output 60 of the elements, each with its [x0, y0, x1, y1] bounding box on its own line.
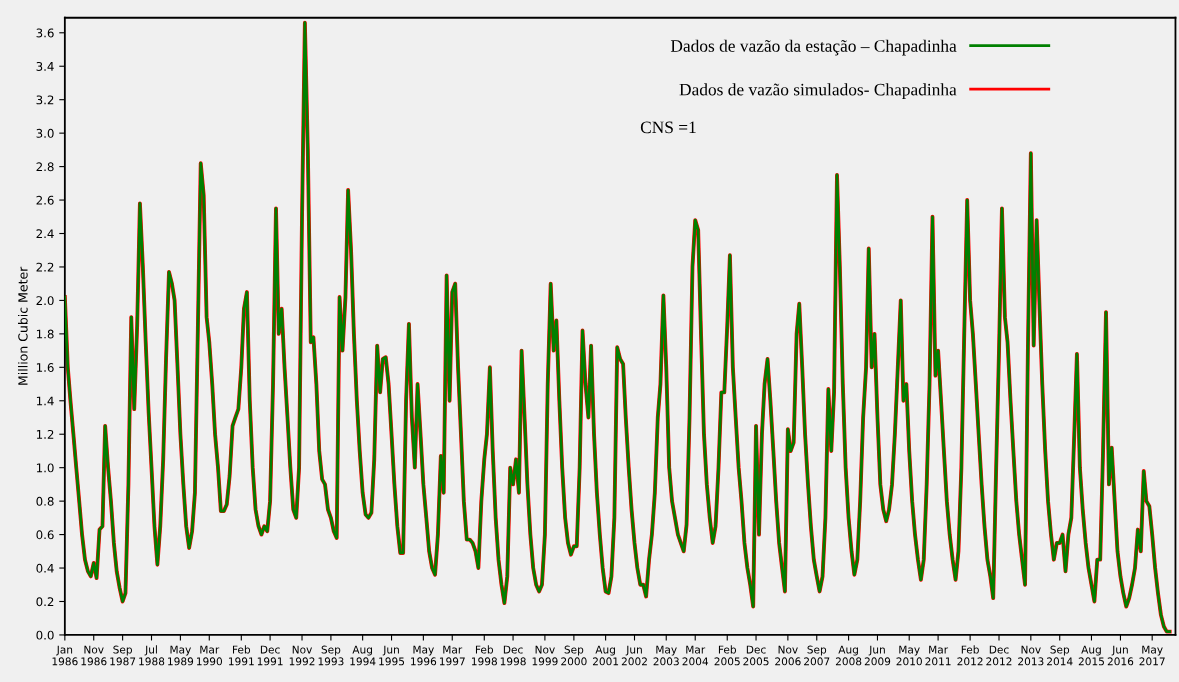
- x-tick-label: Dec 1998: [500, 645, 526, 666]
- x-tick-label: Aug 2015: [1078, 645, 1104, 666]
- x-tick-label: Mar 2004: [682, 645, 709, 666]
- x-tick-label: Dec 2012: [986, 645, 1012, 666]
- x-tick-label: Aug 1994: [350, 645, 376, 666]
- x-tick-label: Aug 2008: [835, 645, 862, 666]
- y-tick-label: 3.2: [36, 95, 54, 105]
- x-tick-label: May 1989: [168, 645, 194, 666]
- x-tick-label: Dec 2005: [743, 645, 769, 666]
- x-tick-label: Sep 2000: [561, 645, 587, 666]
- y-tick-label: 1.8: [36, 329, 54, 339]
- y-axis-title: Million Cubic Meter: [18, 266, 28, 385]
- x-tick-label: Jan 1986: [52, 645, 78, 666]
- y-tick-label: 1.2: [36, 429, 54, 439]
- x-tick-label: Feb 2005: [714, 645, 740, 666]
- y-tick-label: 1.6: [36, 363, 54, 372]
- x-tick-label: Nov 1986: [81, 645, 107, 666]
- y-tick-label: 2.8: [36, 162, 54, 172]
- x-tick-label: May 2003: [653, 645, 679, 666]
- x-tick-label: Mar 1997: [439, 645, 465, 666]
- x-tick-label: Nov 1992: [289, 645, 315, 666]
- x-tick-label: May 1996: [411, 645, 437, 666]
- y-tick-label: 0.4: [36, 563, 54, 573]
- x-tick-label: Sep 1993: [318, 645, 344, 666]
- y-tick-label: 3.6: [36, 28, 54, 38]
- y-tick-label: 2.6: [36, 195, 54, 205]
- x-tick-label: Nov 2013: [1018, 645, 1044, 666]
- x-tick-label: May 2010: [896, 645, 922, 666]
- y-tick-label: 1.0: [36, 463, 54, 473]
- x-tick-label: Sep 2007: [804, 645, 830, 666]
- y-tick-label: 0.2: [36, 597, 54, 607]
- x-tick-label: Sep 2014: [1047, 645, 1073, 666]
- x-tick-label: Jun 2016: [1107, 645, 1134, 666]
- y-tick-label: 2.4: [36, 229, 54, 238]
- y-tick-label: 3.0: [36, 128, 54, 138]
- x-tick-label: Jul 1988: [139, 645, 165, 666]
- x-tick-label: Mar 1990: [197, 645, 223, 666]
- legend-label: Dados de vazão da estação – Chapadinha: [670, 39, 957, 56]
- x-tick-label: Nov 1999: [532, 645, 558, 666]
- x-tick-label: Dec 1991: [257, 645, 283, 666]
- y-tick-label: 0.0: [36, 630, 54, 640]
- x-tick-label: Feb 1991: [229, 645, 254, 666]
- x-tick-label: Feb 1998: [472, 645, 497, 666]
- y-tick-label: 2.0: [36, 296, 54, 306]
- x-tick-label: Aug 2001: [592, 645, 619, 666]
- annotation: CNS =1: [640, 121, 696, 134]
- y-tick-label: 2.2: [36, 262, 54, 272]
- y-tick-label: 1.4: [36, 396, 54, 406]
- y-tick-label: 3.4: [36, 61, 54, 71]
- legend-label: Dados de vazão simulados- Chapadinha: [679, 83, 957, 100]
- x-tick-label: Jun 1995: [379, 645, 405, 666]
- x-tick-label: Jun 2009: [864, 645, 891, 666]
- x-tick-label: Jun 2002: [621, 645, 647, 666]
- x-tick-label: May 2017: [1139, 645, 1165, 666]
- y-tick-label: 0.6: [36, 530, 54, 540]
- y-tick-label: 0.8: [36, 496, 54, 506]
- x-tick-label: Nov 2006: [775, 645, 801, 666]
- x-tick-label: Sep 1987: [110, 645, 136, 666]
- x-tick-label: Feb 2012: [957, 645, 983, 666]
- x-tick-label: Mar 2011: [925, 645, 951, 666]
